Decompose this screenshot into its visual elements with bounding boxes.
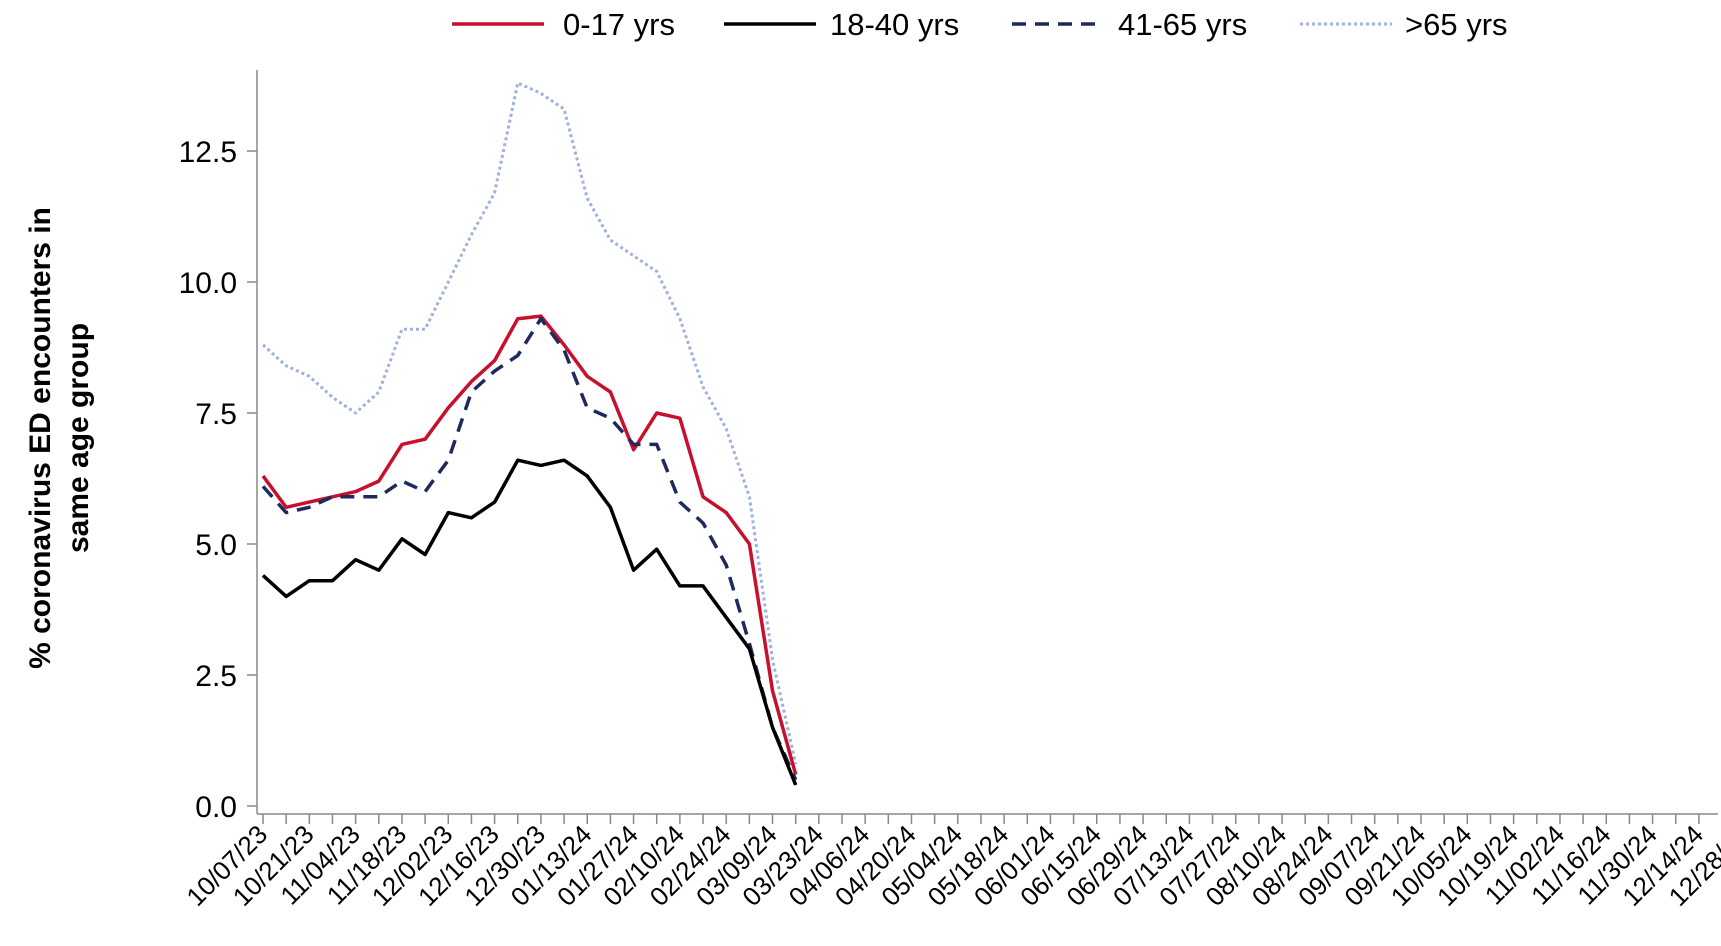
series-line-65-yrs bbox=[261, 81, 798, 765]
legend: 0-17 yrs 18-40 yrs 41-65 yrs >65 yrs bbox=[452, 7, 1508, 42]
y-tick-label: 10.0 bbox=[179, 267, 237, 300]
legend-item: 18-40 yrs bbox=[724, 7, 959, 42]
legend-item: 0-17 yrs bbox=[452, 7, 675, 42]
legend-item: >65 yrs bbox=[1300, 7, 1508, 42]
y-tick-label: 7.5 bbox=[195, 398, 237, 431]
legend-label: 18-40 yrs bbox=[830, 7, 959, 42]
series-line-0-17-yrs bbox=[261, 314, 798, 776]
y-axis-ticks: 0.0 2.5 5.0 7.5 10.0 12.5 bbox=[179, 136, 257, 824]
x-axis-ticks: 10/07/2310/21/2311/04/2311/18/2312/02/23… bbox=[180, 814, 1721, 912]
legend-label: >65 yrs bbox=[1405, 7, 1508, 42]
series-line-18-40-yrs bbox=[261, 458, 798, 786]
y-tick-label: 12.5 bbox=[179, 136, 237, 169]
series-lines bbox=[261, 81, 798, 786]
y-axis-label: % coronavirus ED encounters in same age g… bbox=[24, 207, 95, 669]
axes bbox=[256, 70, 1718, 815]
y-tick-label: 2.5 bbox=[195, 660, 237, 693]
y-axis-label-line: % coronavirus ED encounters in bbox=[24, 207, 57, 669]
legend-label: 41-65 yrs bbox=[1118, 7, 1247, 42]
y-axis-label-line: same age group bbox=[62, 323, 95, 553]
legend-item: 41-65 yrs bbox=[1012, 7, 1247, 42]
y-axis-title: % coronavirus ED encounters in same age g… bbox=[24, 207, 95, 669]
series-line-41-65-yrs bbox=[261, 316, 798, 781]
y-tick-label: 5.0 bbox=[195, 529, 237, 562]
y-tick-label: 0.0 bbox=[195, 791, 237, 824]
legend-label: 0-17 yrs bbox=[563, 7, 675, 42]
